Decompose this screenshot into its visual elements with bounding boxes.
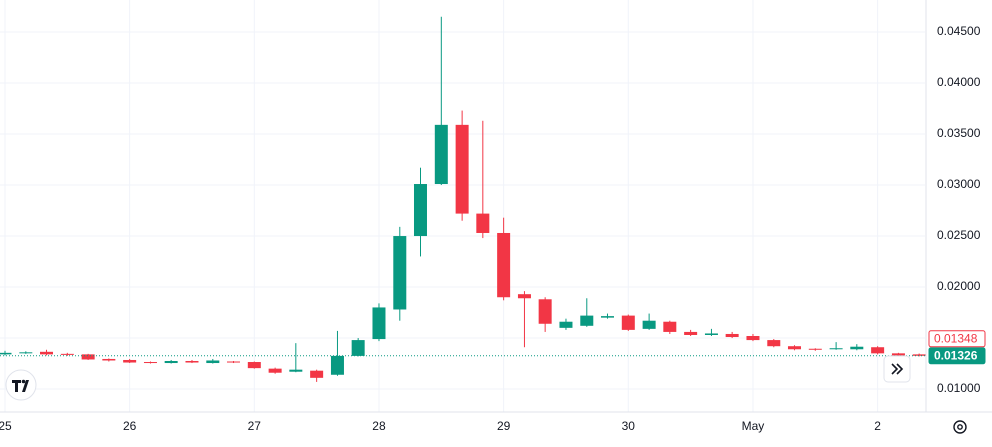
- price-label: 0.01348: [934, 331, 978, 345]
- logo[interactable]: [5, 369, 37, 401]
- candle-body: [393, 236, 407, 310]
- candle-body: [600, 316, 614, 318]
- candle-body: [164, 360, 178, 364]
- y-tick-label: 0.01000: [937, 381, 981, 395]
- candle-body: [684, 331, 698, 335]
- candle-body: [226, 361, 240, 363]
- candle-body: [143, 362, 157, 364]
- candle-body: [206, 360, 220, 364]
- candle-body: [247, 362, 261, 369]
- candle-body: [912, 354, 926, 356]
- candle-body: [476, 213, 490, 233]
- x-tick-label: 26: [123, 419, 137, 433]
- candle-body: [102, 358, 116, 361]
- candle-body: [310, 370, 324, 378]
- candle-body: [185, 360, 199, 363]
- y-tick-label: 0.04500: [937, 24, 981, 38]
- candle-body: [746, 336, 760, 341]
- x-tick-label: 25: [0, 419, 12, 433]
- candle-body: [413, 184, 427, 237]
- candle-body: [434, 124, 448, 185]
- price-label: 0.01326: [934, 348, 978, 362]
- candle-body: [81, 354, 95, 360]
- candle-body: [123, 359, 137, 363]
- x-tick-label: 28: [372, 419, 386, 433]
- candle-body: [725, 333, 739, 338]
- candles: [0, 16, 926, 382]
- price-label-box: [928, 347, 986, 365]
- candle-body: [351, 340, 365, 356]
- candle-body: [829, 348, 843, 350]
- axis-labels: 0.010000.015000.020000.025000.030000.035…: [0, 24, 986, 433]
- candle-body: [39, 351, 53, 355]
- candle-body: [559, 321, 573, 328]
- candle-body: [871, 347, 885, 354]
- candle-body: [891, 353, 905, 356]
- candle-body: [497, 232, 511, 298]
- candle-body: [621, 315, 635, 330]
- y-tick-label: 0.02500: [937, 228, 981, 242]
- x-tick-label: 30: [622, 419, 636, 433]
- candle-body: [538, 299, 552, 324]
- x-tick-label: May: [742, 419, 765, 433]
- candle-body: [330, 355, 344, 375]
- candle-body: [787, 346, 801, 350]
- candle-body: [663, 321, 677, 332]
- y-tick-label: 0.02000: [937, 279, 981, 293]
- x-tick-label: 27: [248, 419, 262, 433]
- candle-body: [808, 348, 822, 350]
- y-tick-label: 0.03500: [937, 126, 981, 140]
- candle-body: [289, 369, 303, 372]
- x-tick-label: 29: [497, 419, 511, 433]
- candle-body: [19, 352, 33, 354]
- candle-body: [850, 346, 864, 350]
- candle-body: [372, 307, 386, 340]
- x-tick-label: 2: [874, 419, 881, 433]
- candle-body: [0, 352, 12, 355]
- candle-body: [580, 315, 594, 326]
- candle-body: [268, 368, 282, 373]
- candle-body: [517, 294, 531, 299]
- settings-button[interactable]: [953, 420, 967, 434]
- y-tick-label: 0.03000: [937, 177, 981, 191]
- candle-body: [704, 333, 718, 335]
- candle-body: [60, 353, 74, 355]
- price-label-box: [928, 330, 986, 348]
- candle-body: [642, 320, 656, 329]
- candle-body: [767, 340, 781, 347]
- scroll-button[interactable]: [883, 355, 911, 383]
- y-tick-label: 0.04000: [937, 75, 981, 89]
- candle-body: [455, 124, 469, 214]
